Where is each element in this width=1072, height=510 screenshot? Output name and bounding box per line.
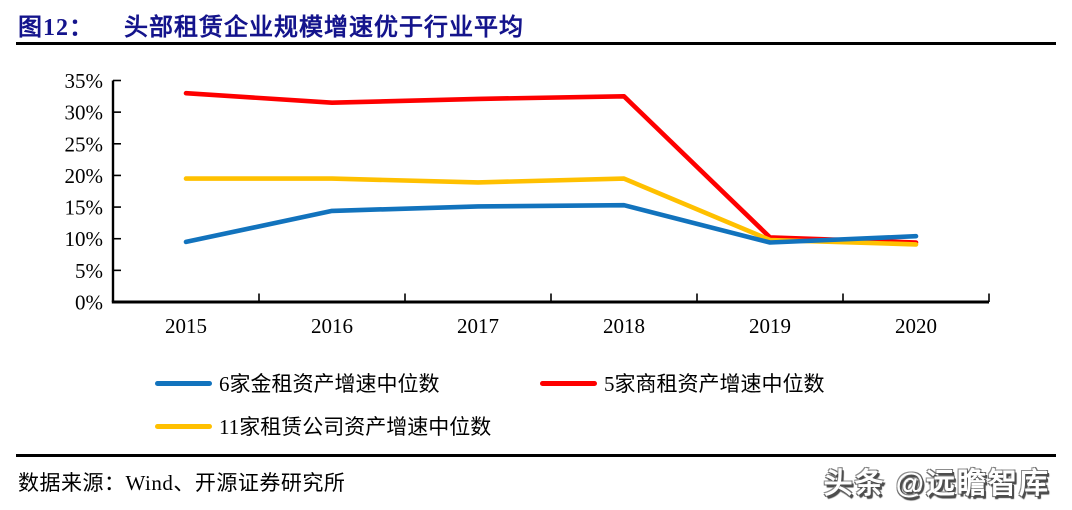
legend-label: 5家商租资产增速中位数 [604,372,825,396]
series-line-1 [183,90,919,245]
y-tick-label: 30% [65,101,104,125]
y-tick-label: 5% [75,259,103,283]
title-rule [16,42,1056,45]
line-chart: 0% 5% 10% 15% 20% 25% 30% 35% 2015 2016 2017 2018 20… [65,69,990,338]
series-line-0 [183,202,919,245]
chart-title: 图12： 头部租赁企业规模增速优于行业平均 [18,7,524,41]
x-tick-label: 2020 [895,314,937,338]
series-line-2 [183,176,919,247]
watermark-text: 头条 @远瞻智库 [823,468,1050,500]
x-tick-label: 2015 [165,314,207,338]
chart-title-text: 头部租赁企业规模增速优于行业平均 [124,14,524,41]
legend-label: 11家租赁公司资产增速中位数 [219,415,492,439]
x-tick-label: 2016 [311,314,353,338]
y-tick-label: 15% [65,196,104,220]
footer-rule [16,454,1056,457]
legend-line-yellow-icon [155,423,212,429]
legend-item-all-leasing: 11家租赁公司资产增速中位数 [155,413,491,439]
legend-line-red-icon [540,380,597,386]
legend-item-commercial-leasing: 5家商租资产增速中位数 [540,370,825,396]
y-tick-label: 35% [65,69,104,93]
x-tick-label: 2017 [457,314,499,338]
y-tick-label: 10% [65,227,104,251]
y-tick-label: 20% [65,164,104,188]
x-tick-label: 2019 [749,314,791,338]
legend-line-blue-icon [155,380,212,386]
figure-number-label: 图12： [18,14,94,41]
y-tick-label: 25% [65,132,104,156]
y-tick-label: 0% [75,291,103,315]
data-source-note: 数据来源：Wind、开源证券研究所 [18,471,346,495]
x-tick-label: 2018 [603,314,645,338]
legend-label: 6家金租资产增速中位数 [219,372,440,396]
legend-item-financial-leasing: 6家金租资产增速中位数 [155,370,440,396]
